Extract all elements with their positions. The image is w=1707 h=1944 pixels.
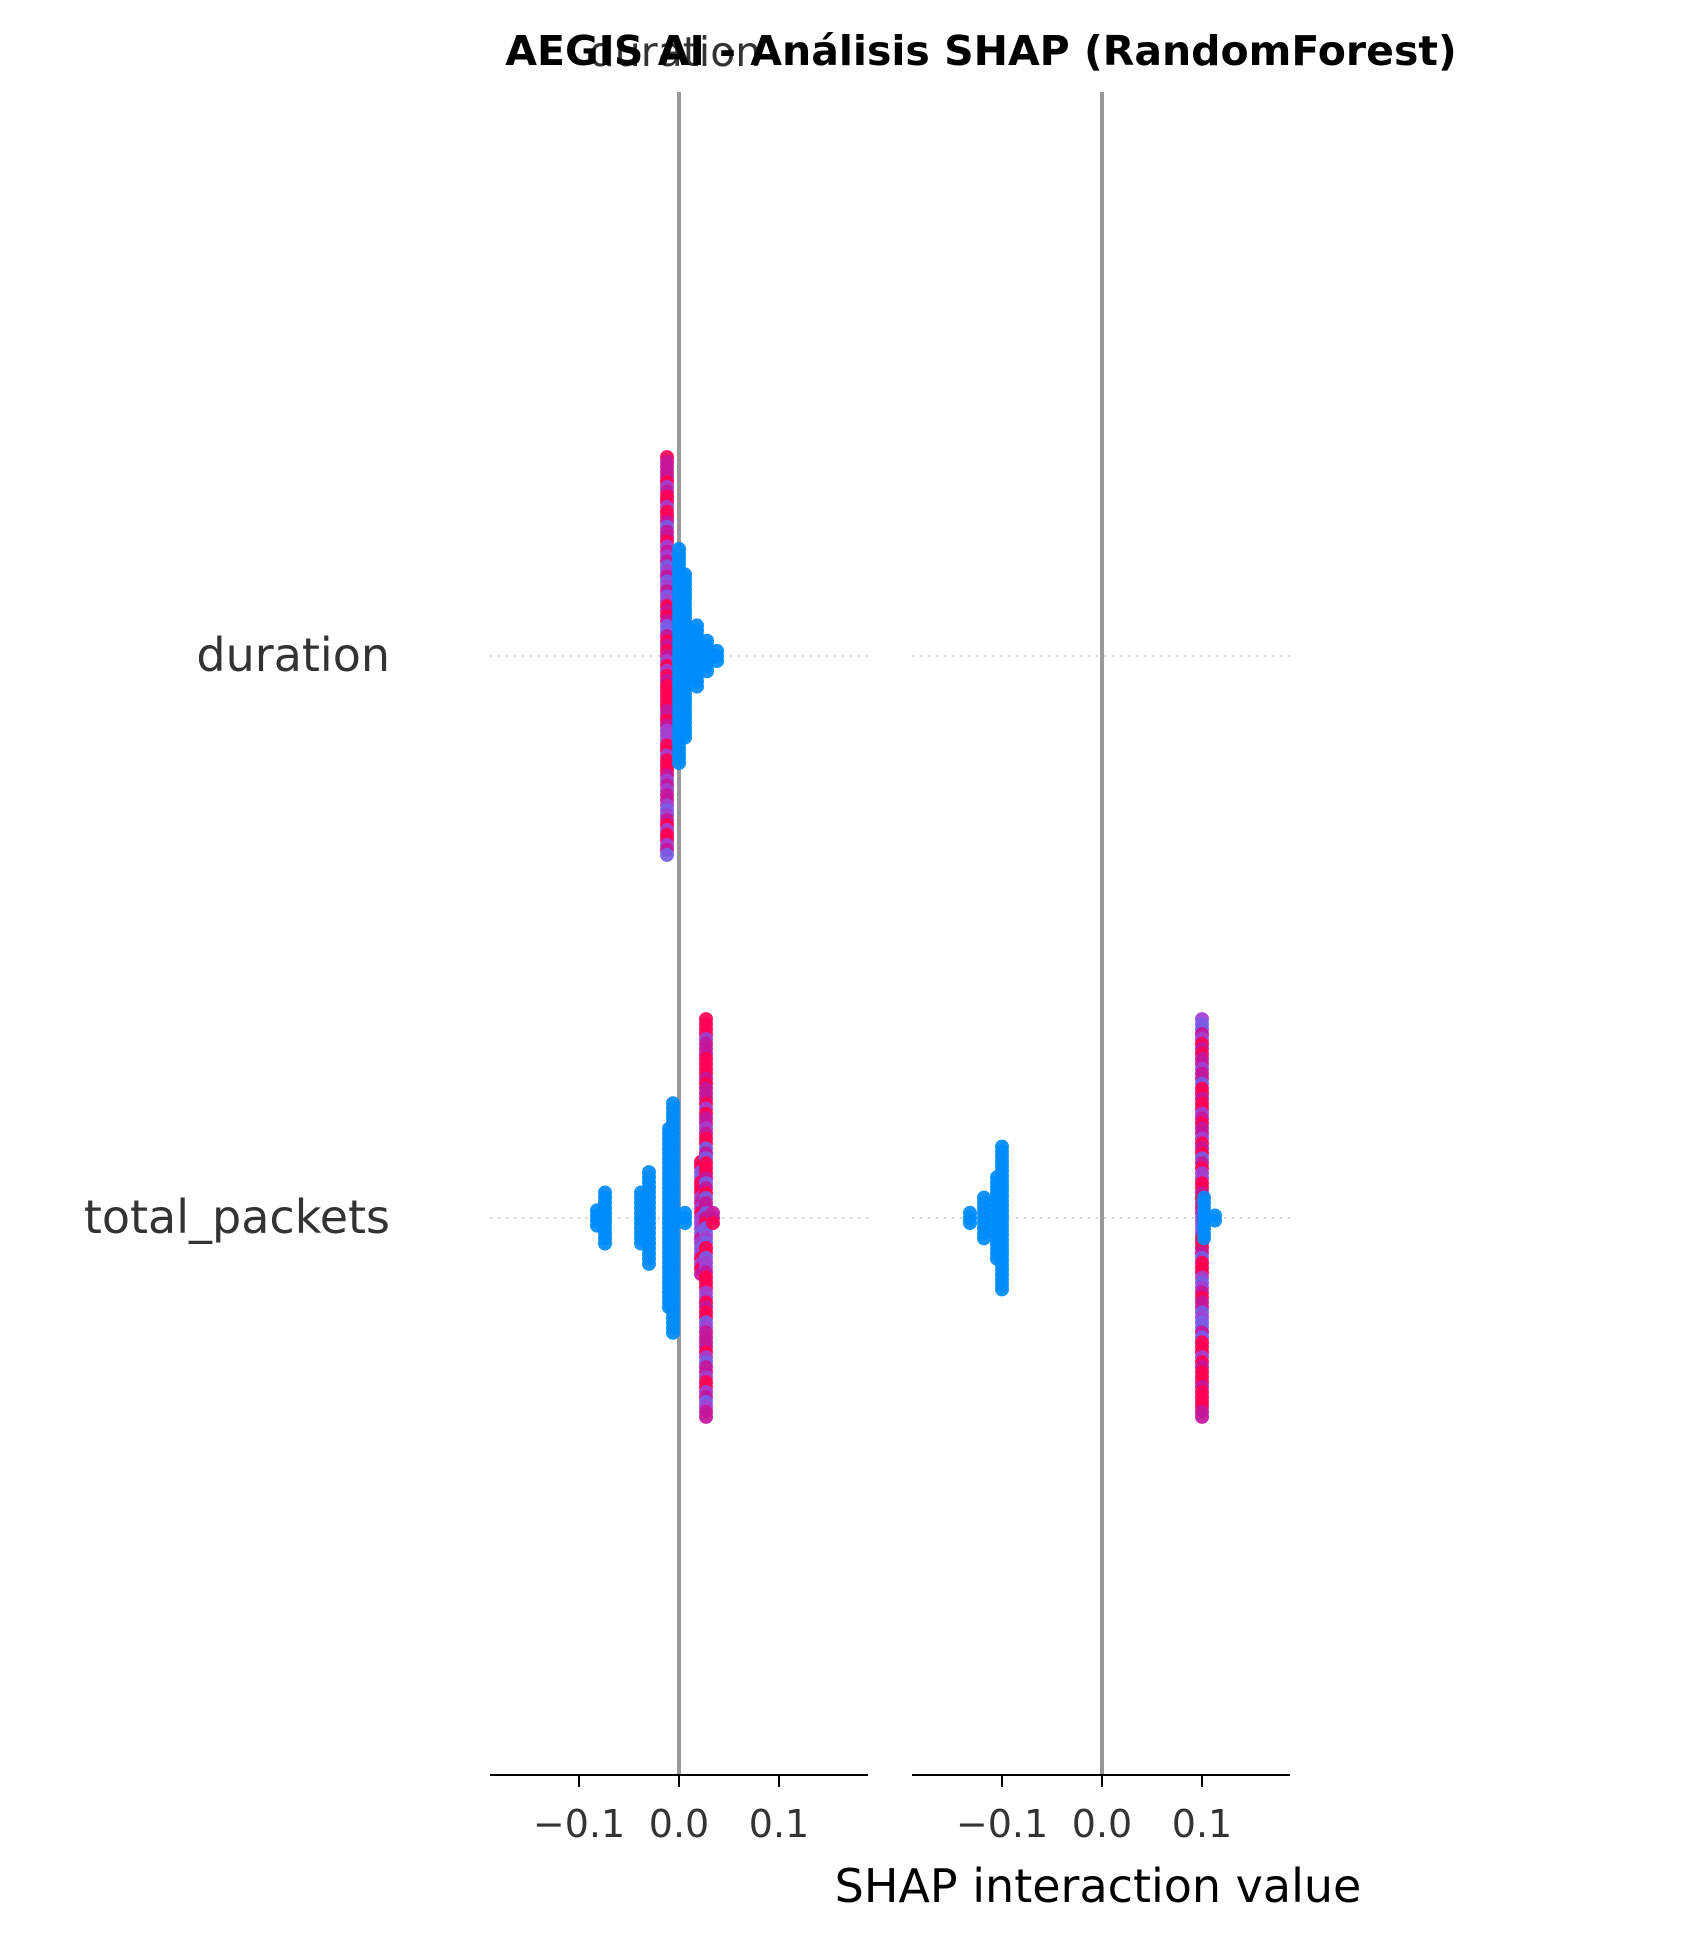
x-tick-label: 0.0 — [649, 1802, 709, 1846]
x-tick-label: 0.1 — [1172, 1802, 1232, 1846]
data-point — [699, 1409, 713, 1424]
data-point — [963, 1216, 977, 1231]
data-point — [598, 1236, 612, 1251]
feature-labels: duration total_packets — [84, 628, 390, 1244]
x-tick-label: 0.1 — [749, 1802, 809, 1846]
data-point — [977, 1231, 991, 1246]
x-tick-label: −0.1 — [956, 1802, 1048, 1846]
feature-label-duration: duration — [196, 628, 390, 682]
data-point — [690, 679, 704, 694]
data-point — [666, 1325, 680, 1340]
data-point — [995, 1282, 1009, 1297]
feature-label-total-packets: total_packets — [84, 1190, 390, 1244]
data-point — [710, 654, 724, 669]
x-tick-label: −0.1 — [533, 1802, 625, 1846]
data-point — [660, 847, 674, 862]
x-axis-label: SHAP interaction value — [835, 1859, 1362, 1913]
interaction-panel-right: −0.1 0.0 0.1 — [912, 92, 1290, 1846]
data-point — [678, 1216, 692, 1231]
data-point — [1195, 1409, 1209, 1424]
data-point — [706, 1216, 720, 1231]
chart-title: AEGIS AI - Análisis SHAP (RandomForest) — [505, 27, 1456, 75]
x-tick-label: 0.0 — [1072, 1802, 1132, 1846]
data-point — [672, 756, 686, 771]
data-point — [700, 664, 714, 679]
figure-title: duration AEGIS AI - Análisis SHAP (Rando… — [505, 27, 1456, 76]
interaction-panel-left: −0.1 0.0 0.1 — [490, 92, 868, 1846]
chart-subtitle: duration — [589, 28, 762, 76]
data-point — [678, 730, 692, 745]
data-point — [642, 1256, 656, 1271]
data-point — [1208, 1213, 1222, 1228]
data-point — [1197, 1231, 1211, 1246]
